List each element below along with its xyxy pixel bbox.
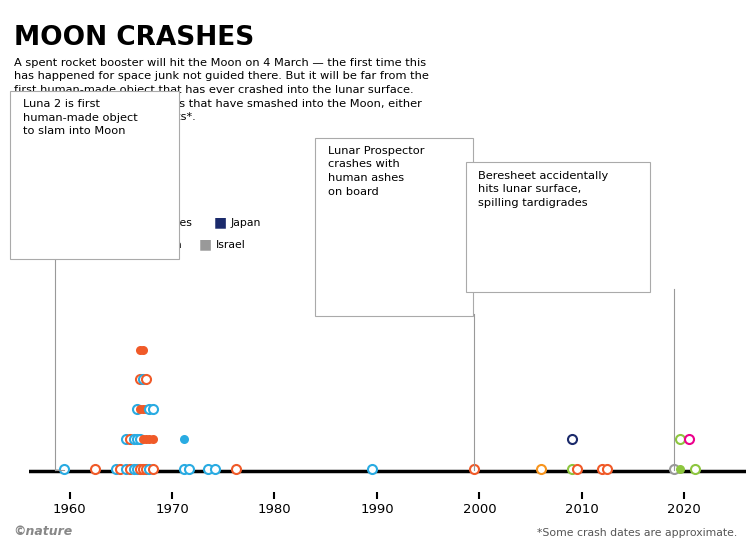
Text: China: China — [95, 240, 126, 250]
Text: ■: ■ — [101, 216, 114, 230]
Text: Japan: Japan — [231, 218, 261, 228]
Text: ■: ■ — [199, 238, 212, 252]
Text: ©nature: ©nature — [14, 525, 73, 538]
Text: Europe: Europe — [30, 240, 68, 250]
Text: ○: ○ — [432, 238, 442, 251]
Text: Israel: Israel — [216, 240, 246, 250]
Text: *Some crash dates are approximate.: *Some crash dates are approximate. — [537, 528, 737, 538]
Text: ■: ■ — [14, 216, 26, 230]
Text: India: India — [155, 240, 182, 250]
Text: ■: ■ — [79, 238, 92, 252]
Text: Successful landing with debris: Successful landing with debris — [447, 218, 612, 228]
Text: United States: United States — [118, 218, 192, 228]
Text: ■: ■ — [14, 238, 26, 252]
Text: A spent rocket booster will hit the Moon on 4 March — the first time this
has ha: A spent rocket booster will hit the Moon… — [14, 58, 428, 122]
Text: ●: ● — [432, 216, 442, 229]
Text: MOON CRASHES: MOON CRASHES — [14, 25, 254, 51]
Text: Beresheet accidentally
hits lunar surface,
spilling tardigrades: Beresheet accidentally hits lunar surfac… — [478, 170, 608, 208]
Text: Luna 2 is first
human-made object
to slam into Moon: Luna 2 is first human-made object to sla… — [23, 99, 137, 136]
Text: Soviet Union: Soviet Union — [30, 218, 99, 228]
Text: Crash landing: Crash landing — [447, 240, 522, 250]
Text: ■: ■ — [214, 216, 227, 230]
Text: Lunar Prospector
crashes with
human ashes
on board: Lunar Prospector crashes with human ashe… — [328, 146, 424, 196]
Text: ■: ■ — [139, 238, 152, 252]
